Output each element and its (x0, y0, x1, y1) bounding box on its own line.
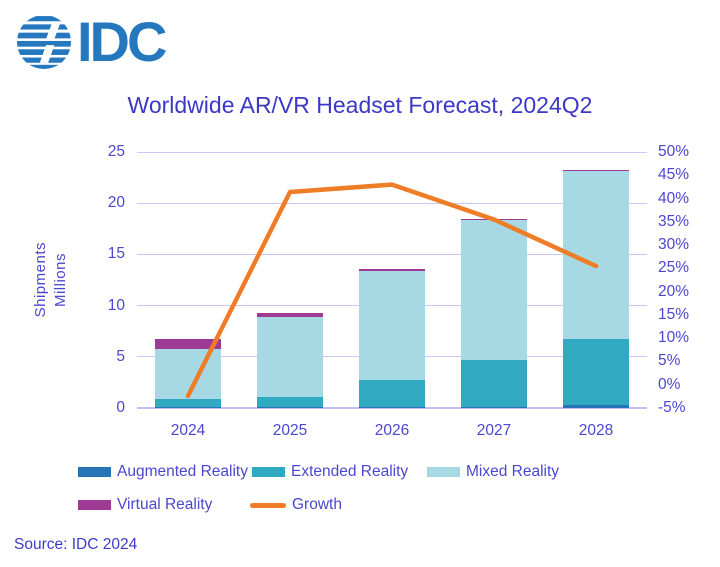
legend-label-mixed-reality: Mixed Reality (466, 463, 560, 480)
bar-segment-augmented-reality-2027 (461, 406, 527, 408)
bar-segment-mixed-reality-2024 (155, 348, 221, 399)
y-axis-title-line1: Shipments (32, 242, 49, 318)
bar-segment-extended-reality-2028 (563, 339, 629, 405)
legend-label-growth: Growth (292, 496, 342, 513)
legend-swatch-extended-reality (252, 467, 285, 477)
legend-swatch-virtual-reality (78, 500, 111, 510)
bar-segment-virtual-reality-2024 (155, 339, 221, 349)
y-right-tick-label-20-: 20% (658, 282, 690, 300)
legend-label-extended-reality: Extended Reality (291, 463, 409, 480)
x-tick-label-2025: 2025 (272, 422, 308, 439)
y-right-tick-label-35-: 35% (658, 212, 690, 230)
y-right-tick-label-0-: 0% (658, 375, 681, 393)
chart-title: Worldwide AR/VR Headset Forecast, 2024Q2 (127, 92, 593, 118)
x-tick-label-2024: 2024 (170, 422, 206, 439)
y-axis-title: Shipments Millions (32, 152, 69, 408)
y-left-tick-label-15: 15 (107, 245, 125, 263)
x-tick-label-2026: 2026 (374, 422, 410, 439)
y-axis-title-line2: Millions (52, 252, 69, 307)
y-left-tick-label-5: 5 (116, 347, 125, 365)
bar-segment-virtual-reality-2028 (563, 170, 629, 172)
legend-swatch-augmented-reality (78, 467, 111, 477)
bar-segment-virtual-reality-2026 (359, 269, 425, 271)
bar-segment-extended-reality-2027 (461, 359, 527, 407)
y-right-tick-label-10-: 10% (658, 329, 690, 347)
legend-label-virtual-reality: Virtual Reality (117, 496, 213, 513)
y-left-tick-label-10: 10 (107, 296, 125, 314)
idc-globe-icon (17, 16, 71, 69)
legend-swatch-mixed-reality (427, 467, 460, 477)
bar-segment-virtual-reality-2025 (257, 312, 323, 317)
legend-label-augmented-reality: Augmented Reality (117, 463, 248, 480)
y-right-tick-label-50-: 50% (658, 143, 690, 160)
y-right-tick-label-45-: 45% (658, 166, 690, 184)
y-right-tick-label--5-: -5% (658, 399, 686, 416)
legend-item-mixed-reality: Mixed Reality (427, 462, 559, 482)
bar-segment-mixed-reality-2025 (257, 316, 323, 397)
y-left-tick-label-25: 25 (107, 143, 125, 160)
bar-segment-mixed-reality-2027 (461, 219, 527, 360)
bar-segment-virtual-reality-2027 (461, 218, 527, 220)
gridline-25 (137, 151, 647, 153)
legend-item-virtual-reality: Virtual Reality (78, 495, 212, 515)
bar-segment-augmented-reality-2025 (257, 406, 323, 408)
y-left-tick-label-20: 20 (107, 194, 125, 212)
y-left-tick-label-0: 0 (116, 399, 125, 416)
bar-segment-mixed-reality-2026 (359, 270, 425, 381)
y-right-tick-label-25-: 25% (658, 259, 690, 277)
y-right-tick-label-5-: 5% (658, 352, 681, 370)
x-tick-label-2028: 2028 (578, 422, 614, 439)
legend-item-extended-reality: Extended Reality (252, 462, 408, 482)
y-right-tick-label-40-: 40% (658, 189, 690, 207)
legend-item-growth: Growth (250, 495, 342, 515)
bar-segment-augmented-reality-2024 (155, 406, 221, 408)
bar-segment-extended-reality-2025 (257, 396, 323, 407)
bar-segment-extended-reality-2024 (155, 398, 221, 407)
bar-segment-mixed-reality-2028 (563, 171, 629, 340)
y-right-tick-label-15-: 15% (658, 305, 690, 323)
bar-segment-augmented-reality-2028 (563, 404, 629, 408)
legend-swatch-growth (250, 502, 286, 508)
bar-segment-augmented-reality-2026 (359, 406, 425, 408)
y-right-tick-label-30-: 30% (658, 236, 690, 254)
source-note: Source: IDC 2024 (14, 536, 138, 553)
x-tick-label-2027: 2027 (476, 422, 512, 439)
idc-logo: IDC (16, 10, 167, 73)
idc-logo-text: IDC (77, 10, 167, 73)
bar-segment-extended-reality-2026 (359, 380, 425, 407)
legend-item-augmented-reality: Augmented Reality (78, 462, 248, 482)
gridline-0 (137, 407, 647, 409)
